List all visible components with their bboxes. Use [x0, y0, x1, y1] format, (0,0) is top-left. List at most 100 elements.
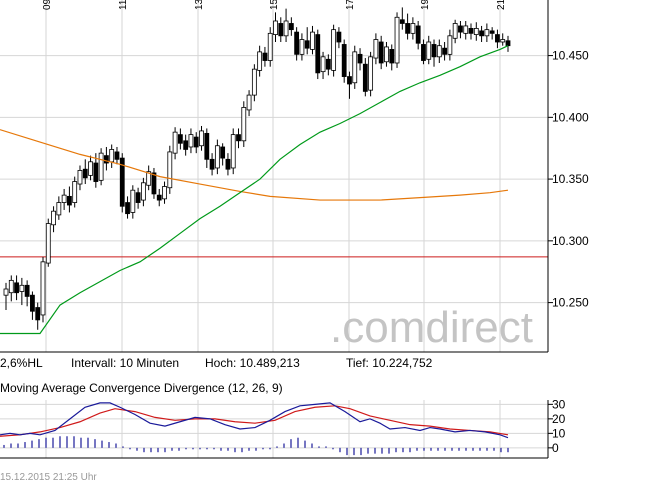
candle-body	[378, 41, 384, 64]
candle-body	[61, 194, 67, 203]
candle-body	[304, 40, 310, 49]
y-axis-ticks: 10.450 10.400 10.350 10.300 10.250	[548, 49, 589, 310]
footer-timestamp: 15.12.2015 21:25 Uhr	[0, 472, 97, 483]
candle-body	[30, 294, 35, 312]
candle-body	[362, 63, 368, 92]
candle-body	[230, 134, 236, 169]
candle-body	[51, 210, 56, 226]
candle-body	[162, 186, 167, 200]
candle-body	[283, 20, 289, 37]
y-tick-label: 10.450	[552, 49, 589, 63]
candle-body	[405, 23, 411, 34]
x-tick-label: 21	[496, 0, 507, 10]
candle-body	[167, 151, 173, 189]
candle-body	[288, 23, 294, 31]
candle-body	[310, 31, 315, 50]
candle-body	[93, 162, 99, 182]
candle-body	[352, 51, 358, 84]
macd-y-tick-label: 0	[552, 441, 559, 455]
candle-body	[331, 29, 337, 71]
candle-body	[130, 189, 136, 213]
candle-body	[495, 34, 500, 43]
candle-body	[389, 49, 395, 64]
macd-line	[0, 402, 509, 439]
candle-body	[246, 94, 252, 111]
candle-body	[257, 51, 263, 71]
candle-body	[484, 29, 490, 37]
info-low: Tief: 10.224,752	[346, 356, 433, 370]
candle-body	[172, 131, 178, 154]
x-tick-label: 13	[194, 0, 205, 10]
candle-body	[40, 261, 46, 316]
candle-body	[188, 134, 194, 148]
candles	[3, 7, 511, 330]
candle-body	[468, 28, 474, 34]
x-tick-label: 11	[118, 0, 129, 10]
candle-body	[447, 35, 453, 55]
candle-body	[463, 25, 469, 34]
candle-body	[199, 130, 204, 147]
candle-body	[151, 172, 157, 195]
candle-body	[177, 134, 183, 144]
candle-body	[24, 284, 30, 297]
candle-body	[183, 140, 189, 150]
candle-body	[436, 45, 442, 58]
candle-body	[505, 40, 511, 47]
x-tick-label: 09	[42, 0, 53, 10]
candle-body	[98, 152, 104, 181]
candle-body	[88, 161, 93, 176]
candle-body	[336, 31, 342, 43]
candle-body	[489, 30, 495, 34]
candle-body	[273, 20, 278, 35]
macd-signal-line	[0, 405, 509, 437]
macd-y-tick-label: 20	[552, 412, 566, 426]
candle-body	[473, 28, 479, 35]
candle-body	[415, 25, 421, 44]
candle-body	[373, 39, 379, 59]
candle-body	[14, 282, 19, 294]
macd-y-tick-label: 30	[552, 397, 566, 411]
candle-body	[458, 25, 463, 33]
y-tick-label: 10.300	[552, 234, 589, 248]
x-tick-label: 17	[345, 0, 356, 10]
candle-body	[8, 279, 14, 294]
candle-body	[67, 195, 72, 206]
y-tick-label: 10.250	[552, 296, 589, 310]
candle-body	[278, 23, 284, 37]
short-moving-average-line	[0, 45, 509, 335]
candle-body	[3, 288, 9, 296]
long-moving-average-line	[0, 129, 509, 201]
candle-body	[394, 16, 400, 64]
candle-body	[262, 52, 268, 61]
candle-body	[267, 32, 273, 61]
candle-body	[77, 170, 83, 185]
candle-body	[140, 182, 146, 201]
candle-body	[426, 41, 432, 60]
macd-title: Moving Average Convergence Divergence (1…	[0, 381, 283, 395]
candle-body	[220, 146, 226, 159]
candle-body	[251, 68, 257, 96]
candle-body	[56, 202, 62, 216]
macd-histogram	[3, 436, 509, 456]
candle-body	[135, 192, 141, 203]
candle-body	[109, 149, 115, 163]
candle-body	[241, 107, 247, 142]
candle-body	[384, 46, 389, 63]
x-tick-label: 19	[420, 0, 431, 10]
y-tick-label: 10.350	[552, 172, 589, 186]
info-range: 2,6%HL	[0, 356, 43, 370]
candle-body	[209, 158, 215, 170]
candle-body	[357, 53, 363, 64]
candle-body	[442, 47, 447, 55]
candle-body	[315, 34, 321, 74]
main-grid	[0, 0, 548, 352]
candle-body	[431, 44, 437, 58]
candle-body	[214, 145, 220, 169]
candle-body	[299, 39, 305, 55]
info-high: Hoch: 10.489,213	[205, 356, 300, 370]
candle-body	[114, 151, 120, 160]
candle-body	[320, 56, 326, 73]
watermark: .comdirect	[330, 303, 533, 352]
candle-body	[225, 158, 231, 170]
